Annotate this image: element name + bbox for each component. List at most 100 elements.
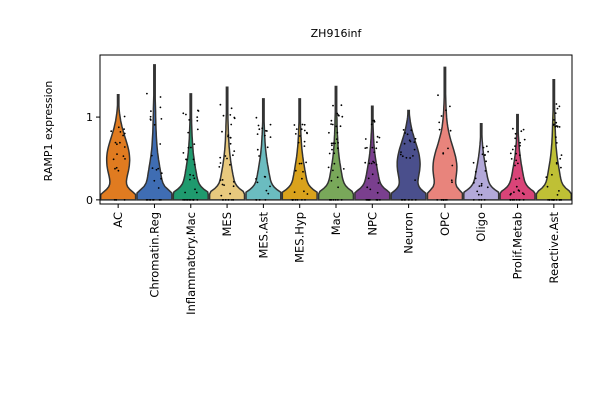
cell-point [220,194,223,197]
cell-point [187,146,190,149]
cell-point [221,130,223,133]
cell-point [116,143,118,146]
cell-point [122,155,125,158]
cell-point [548,199,551,201]
cell-point [485,160,487,163]
cell-point [336,112,339,115]
cell-point [442,152,445,155]
cell-point [331,123,334,126]
cell-point [413,141,416,144]
cell-point [477,193,480,196]
violin-neuron [390,109,427,201]
cell-point [227,134,230,137]
cell-point [555,121,558,124]
cell-point [229,136,232,139]
cell-point [472,199,475,201]
cell-point [376,199,379,201]
cell-point [558,105,561,108]
cell-point [233,150,236,153]
cell-point [304,199,306,201]
cell-point [293,191,296,194]
cell-point [297,141,300,144]
cell-point [480,184,483,187]
cell-point [327,166,330,169]
cell-point [337,186,339,189]
cell-point [511,199,514,201]
cell-point [188,199,191,201]
cell-point [224,155,227,157]
cell-point [522,199,525,201]
cell-point [375,163,378,166]
cell-point [560,166,562,169]
cell-point [159,106,162,109]
cell-point [330,119,333,122]
cell-point [371,173,374,176]
cell-point [440,199,443,201]
cell-point [187,131,190,134]
violins-layer [99,64,573,201]
cell-point [123,115,126,118]
cell-point [219,162,222,164]
y-ticks: 01 [86,111,100,207]
cell-point [523,193,525,196]
cell-point [189,178,191,181]
cell-point [182,152,185,154]
cell-point [123,199,126,201]
cell-point [294,169,297,172]
violin-prolif-metab [499,113,536,201]
cell-point [269,185,271,188]
cell-point [412,155,414,157]
cell-point [119,141,121,144]
cell-point [366,186,369,189]
cell-point [408,199,410,201]
cell-point [552,124,555,126]
cell-point [153,179,156,182]
cell-point [364,161,367,164]
cell-point [410,129,413,132]
cell-point [232,154,234,157]
cell-point [369,199,371,201]
cell-point [330,123,332,125]
cell-point [257,124,260,127]
cell-point [224,199,227,201]
cell-point [523,138,526,141]
cell-point [480,193,483,196]
cell-point [404,199,406,201]
cell-point [373,151,376,154]
cell-point [190,146,192,149]
cell-point [482,146,485,149]
cell-point [196,116,199,118]
cell-point [232,185,235,188]
cell-point [182,199,185,201]
cell-point [552,199,555,201]
cell-point [117,126,120,129]
cell-point [518,154,521,157]
cell-point [124,158,126,160]
cell-point [414,179,416,182]
cell-point [514,132,517,135]
cell-point [364,138,367,140]
cell-point [153,123,156,126]
cell-point [399,153,402,156]
cell-point [520,130,523,133]
cell-point [556,107,559,110]
cell-point [518,190,521,192]
cell-point [193,177,196,180]
cell-point [481,153,484,156]
cell-point [255,116,258,119]
cell-point [192,158,195,161]
cell-point [474,170,477,173]
cell-point [193,163,196,166]
x-tick-label: Oligo [474,212,488,242]
cell-point [340,199,343,201]
cell-point [509,199,512,201]
cell-point [258,128,261,131]
cell-point [371,146,374,149]
violin-npc [354,105,391,201]
x-tick-label: Mac [329,212,343,235]
cell-point [222,114,225,117]
cell-point [518,199,520,201]
cell-point [402,129,405,131]
cell-point [514,137,517,140]
cell-point [341,115,344,118]
